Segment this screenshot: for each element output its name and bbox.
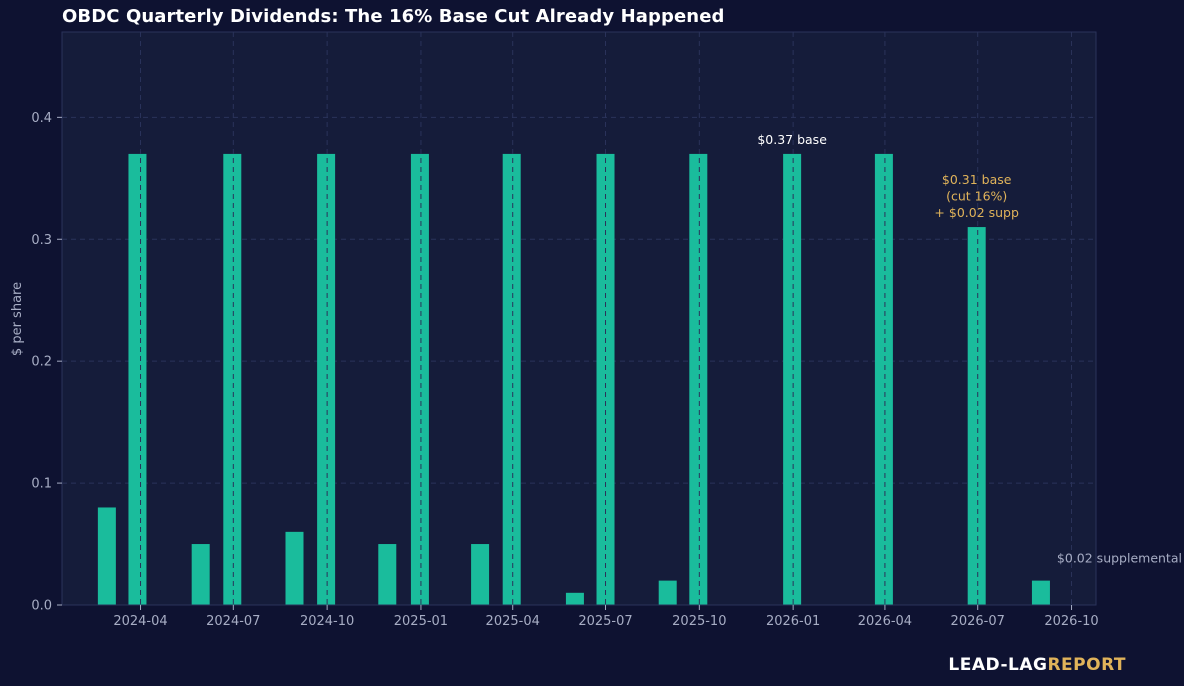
y-tick-label: 0.4 bbox=[31, 111, 52, 126]
y-tick-label: 0.2 bbox=[31, 355, 52, 370]
annotation-line: $0.31 base bbox=[942, 172, 1012, 187]
dividend-bar bbox=[378, 544, 397, 605]
dividend-bar bbox=[223, 153, 242, 605]
dividend-bar bbox=[471, 544, 490, 605]
dividend-bar bbox=[596, 153, 615, 605]
dividend-bar bbox=[317, 153, 336, 605]
x-tick-label: 2024-10 bbox=[300, 614, 354, 629]
dividend-bar bbox=[128, 153, 147, 605]
x-tick-label: 2024-04 bbox=[113, 614, 167, 629]
x-tick-label: 2025-10 bbox=[672, 614, 726, 629]
brand-part-2: REPORT bbox=[1047, 655, 1126, 675]
dividend-bar bbox=[658, 580, 677, 605]
dividend-bar bbox=[874, 153, 893, 605]
dividend-bar bbox=[689, 153, 708, 605]
dividend-bar bbox=[410, 153, 429, 605]
x-tick-label: 2026-10 bbox=[1044, 614, 1098, 629]
y-tick-label: 0.1 bbox=[31, 477, 52, 492]
annotation-line: $0.37 base bbox=[757, 132, 827, 147]
dividend-bar bbox=[1031, 580, 1050, 605]
plot-frame bbox=[61, 31, 1097, 606]
x-tick-label: 2024-07 bbox=[206, 614, 260, 629]
bar-annotation: $0.02 supplemental bbox=[1057, 551, 1182, 566]
y-tick-label: 0.0 bbox=[31, 599, 52, 614]
x-tick-label: 2025-04 bbox=[486, 614, 540, 629]
y-tick-label: 0.3 bbox=[31, 233, 52, 248]
dividend-bar bbox=[783, 153, 802, 605]
annotation-line: + $0.02 supp bbox=[934, 205, 1019, 220]
brand-logo: LEAD-LAGREPORT bbox=[948, 655, 1126, 675]
x-axis-ticks: 2024-04 2024-07 2024-10 2025-01 2025-04 2025-… bbox=[113, 605, 1099, 629]
bar-annotation: $0.37 base bbox=[757, 132, 827, 147]
annotation-line: (cut 16%) bbox=[946, 189, 1007, 204]
annotation-line: $0.02 supplemental bbox=[1057, 551, 1182, 566]
dividend-bar bbox=[191, 544, 210, 605]
x-tick-label: 2026-04 bbox=[858, 614, 912, 629]
dividend-bar bbox=[285, 531, 304, 605]
x-tick-label: 2026-07 bbox=[951, 614, 1005, 629]
x-tick-label: 2026-01 bbox=[766, 614, 820, 629]
x-tick-label: 2025-07 bbox=[578, 614, 632, 629]
vertical-grid-lines bbox=[140, 32, 1073, 605]
dividend-bar bbox=[565, 592, 584, 605]
x-tick-label: 2025-01 bbox=[394, 614, 448, 629]
bars bbox=[97, 153, 1050, 605]
brand-part-1: LEAD-LAG bbox=[948, 655, 1048, 675]
annotations: $0.37 base $0.31 base (cut 16%) + $0.02 sup… bbox=[757, 132, 1182, 566]
y-axis-label: $ per share bbox=[10, 282, 25, 356]
chart-title: OBDC Quarterly Dividends: The 16% Base C… bbox=[62, 6, 725, 27]
y-axis-ticks: 0.0 0.1 0.2 0.3 0.4 bbox=[31, 111, 62, 614]
bar-annotation: $0.31 base (cut 16%) + $0.02 supp bbox=[934, 172, 1019, 220]
dividend-bar bbox=[502, 153, 521, 605]
plot-area bbox=[62, 32, 1096, 605]
dividend-bar bbox=[967, 227, 986, 605]
dividend-bar bbox=[97, 507, 116, 605]
